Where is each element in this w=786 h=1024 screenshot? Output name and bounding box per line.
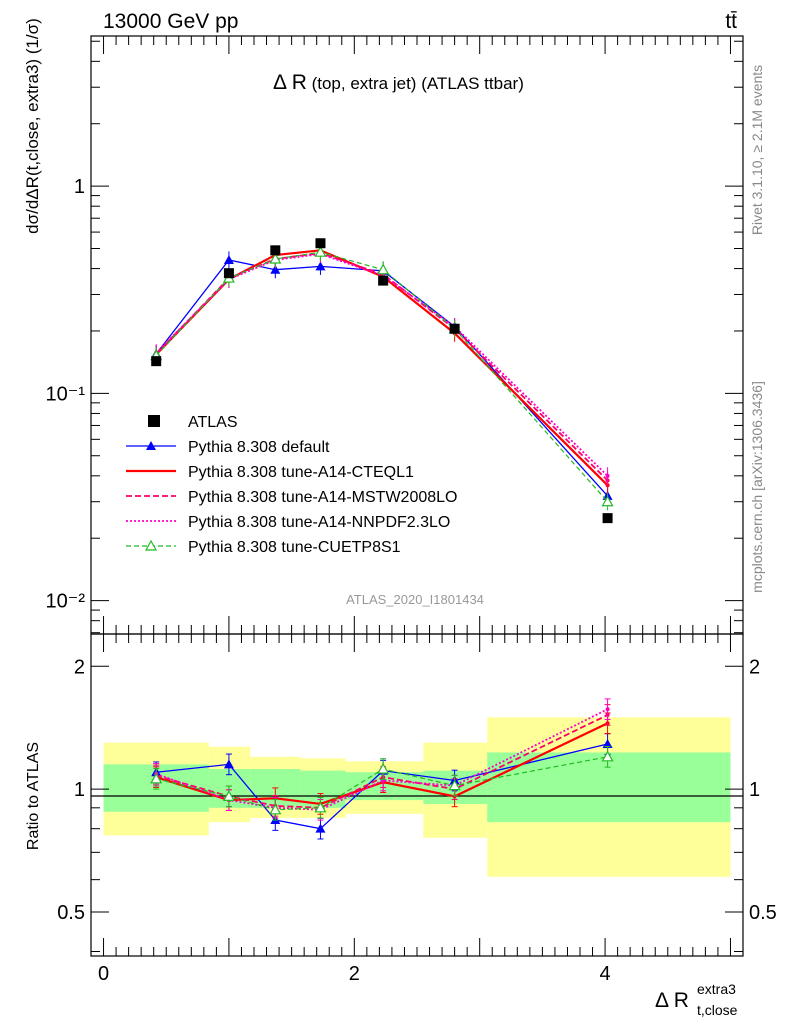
ratio-y-tick-label: 1 (74, 779, 85, 801)
analysis-id: ATLAS_2020_I1801434 (346, 592, 484, 607)
main-series-point (314, 245, 327, 257)
legend: ATLAS Pythia 8.308 default Pythia 8.308 tu… (126, 414, 457, 556)
main-series-point (315, 261, 326, 271)
ratio-y-tick-label-right: 1 (749, 779, 760, 801)
atlas-data-point (378, 275, 389, 286)
legend-label: Pythia 8.308 tune-CUETP8S1 (188, 539, 401, 556)
main-title-main: Δ R (273, 71, 307, 94)
ratio-series-point (269, 803, 282, 815)
ratio-y-tick-label-right: 2 (749, 656, 760, 678)
main-y-tick-label: 10⁻¹ (46, 383, 86, 405)
energy-label: 13000 GeV pp (103, 10, 238, 33)
atlas-data-point (449, 323, 460, 334)
mcplots-label: mcplots.cern.ch [arXiv:1306.3436] (749, 381, 765, 593)
x-axis-label-main: Δ R (655, 989, 689, 1012)
main-y-tick-label: 10⁻² (46, 591, 86, 613)
legend-atlas-marker (148, 415, 160, 427)
legend-label: Pythia 8.308 tune-A14-CTEQL1 (188, 464, 414, 481)
ratio-series-point (222, 790, 235, 801)
main-series-point (269, 252, 282, 264)
rivet-label: Rivet 3.1.10, ≥ 2.1M events (749, 65, 765, 235)
process-label: tt̄ (725, 10, 737, 33)
ratio-series-point (314, 801, 327, 813)
main-y-tick-label: 1 (74, 176, 85, 198)
main-y-axis: 1 10⁻¹ 10⁻² (46, 40, 743, 634)
main-title: Δ R (top, extra jet) (ATLAS ttbar) (273, 71, 524, 94)
legend-label: Pythia 8.308 tune-A14-NNPDF2.3LO (188, 514, 450, 531)
main-series-point (601, 495, 614, 507)
ratio-series-point (602, 739, 613, 749)
legend-label: Pythia 8.308 tune-A14-MSTW2008LO (188, 489, 457, 506)
x-axis-label: Δ R (655, 989, 689, 1012)
main-series-point (605, 473, 610, 478)
main-title-sub: (top, extra jet) (ATLAS ttbar) (307, 74, 524, 93)
ratio-plot-series (150, 698, 614, 840)
x-tick-label: 0 (98, 963, 109, 985)
atlas-data-point (151, 356, 162, 367)
ratio-series-point (448, 779, 461, 791)
ratio-y-axis: 2 2 1 1 0.5 0.5 (57, 656, 777, 953)
ratio-y-tick-label: 2 (74, 656, 85, 678)
legend-label: Pythia 8.308 default (188, 439, 330, 456)
ratio-series-point (315, 823, 326, 833)
atlas-data-point (315, 238, 326, 249)
main-series-point (270, 264, 281, 274)
x-axis-label-sup: extra3 (697, 981, 736, 997)
ratio-series-point (377, 762, 390, 774)
legend-marker (144, 539, 158, 551)
ratio-series-point (223, 759, 234, 769)
atlas-stat-band (487, 752, 731, 823)
main-series-point (223, 254, 234, 264)
atlas-data-point (223, 268, 234, 279)
ratio-y-axis-label: Ratio to ATLAS (25, 742, 42, 850)
atlas-data-point (602, 513, 613, 524)
ratio-series-point (605, 707, 610, 712)
main-series-point (377, 263, 390, 275)
atlas-data-point (270, 245, 281, 256)
x-tick-label: 4 (600, 963, 611, 985)
x-axis: 0 2 4 (98, 36, 731, 985)
ratio-y-tick-label: 0.5 (57, 902, 85, 924)
x-axis-label-sub: t,close (697, 1002, 738, 1018)
ratio-series-point (601, 750, 614, 762)
main-plot-series (150, 238, 614, 524)
ratio-series-point (150, 772, 163, 784)
main-y-axis-label: dσ/dΔR(t,close, extra3) (1/σ) (23, 18, 42, 234)
legend-label: ATLAS (188, 414, 238, 431)
ratio-y-tick-label-right: 0.5 (749, 902, 777, 924)
legend-marker (146, 441, 156, 450)
x-tick-label: 2 (349, 963, 360, 985)
